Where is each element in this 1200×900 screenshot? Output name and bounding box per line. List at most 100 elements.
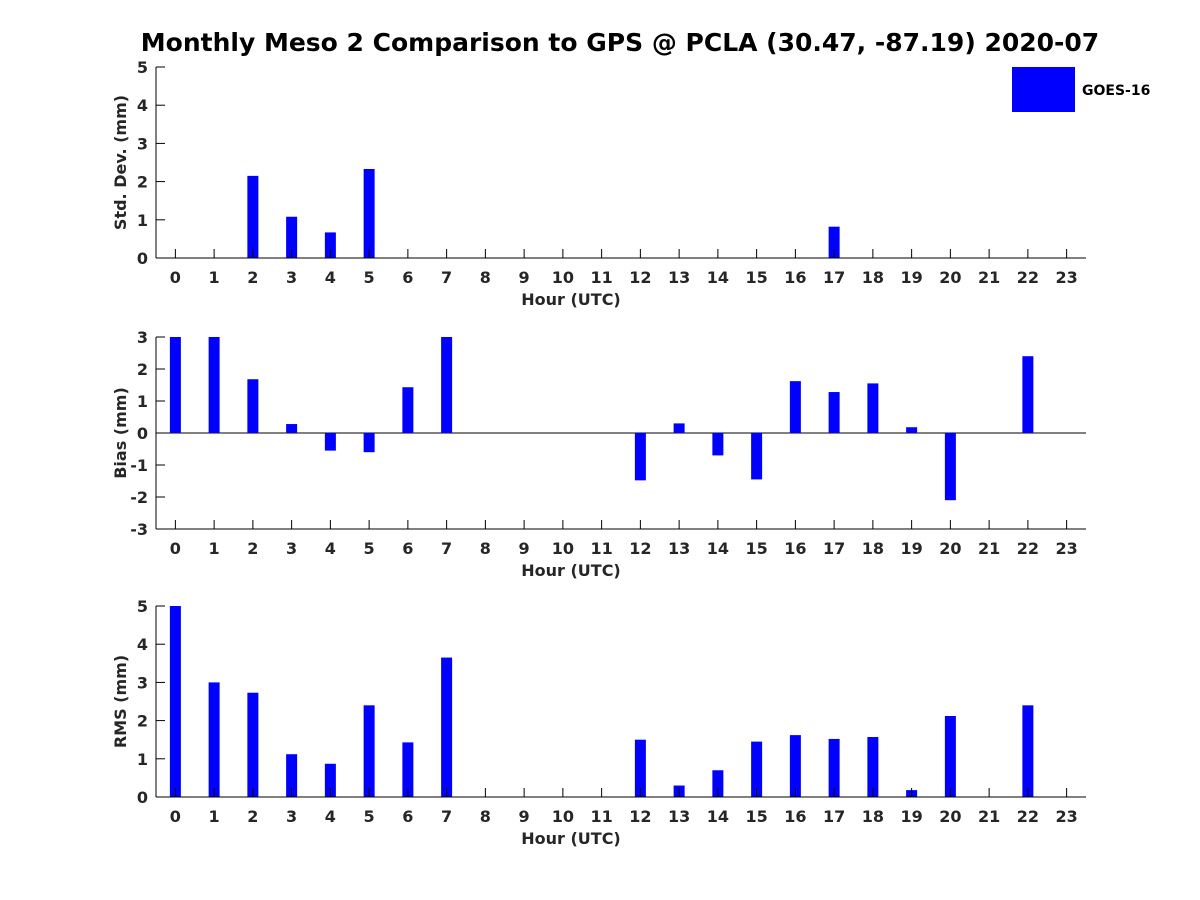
x-tick-label: 10 (552, 539, 574, 558)
x-tick-label: 20 (939, 268, 961, 287)
y-tick-label: -3 (130, 520, 148, 539)
x-tick-label: 6 (402, 268, 413, 287)
x-tick-label: 5 (364, 268, 375, 287)
x-tick-label: 19 (900, 539, 922, 558)
x-tick-label: 23 (1055, 807, 1077, 826)
bar-bias-hour-5 (363, 433, 375, 453)
x-tick-label: 22 (1017, 539, 1039, 558)
x-tick-label: 7 (441, 268, 452, 287)
x-tick-label: 5 (364, 539, 375, 558)
bar-std-dev-hour-5 (363, 168, 375, 258)
bar-rms-hour-22 (1022, 705, 1034, 797)
x-tick-label: 9 (519, 807, 530, 826)
y-tick-label: 3 (137, 134, 148, 153)
bar-rms-hour-12 (634, 739, 646, 797)
bar-rms-hour-0 (169, 606, 181, 797)
x-tick-label: 1 (209, 807, 220, 826)
x-tick-label: 19 (900, 807, 922, 826)
y-tick-label: 0 (137, 788, 148, 807)
x-tick-label: 4 (325, 807, 336, 826)
x-tick-label: 12 (629, 268, 651, 287)
y-axis-label: Bias (mm) (111, 387, 130, 479)
bar-bias-hour-20 (944, 433, 956, 501)
bar-bias-hour-22 (1022, 356, 1034, 433)
bar-bias-hour-17 (828, 392, 840, 433)
bar-std-dev-hour-2 (247, 175, 259, 258)
x-tick-label: 14 (707, 268, 729, 287)
x-tick-label: 15 (745, 539, 767, 558)
x-tick-label: 11 (590, 807, 612, 826)
bar-bias-hour-4 (324, 433, 336, 451)
bar-std-dev-hour-3 (286, 216, 298, 258)
y-tick-label: 0 (137, 249, 148, 268)
x-tick-label: 11 (590, 268, 612, 287)
x-tick-label: 5 (364, 807, 375, 826)
x-tick-label: 21 (978, 539, 1000, 558)
bar-rms-hour-16 (789, 735, 801, 797)
x-tick-label: 22 (1017, 268, 1039, 287)
y-tick-label: 1 (137, 750, 148, 769)
x-tick-label: 13 (668, 539, 690, 558)
y-tick-label: 2 (137, 712, 148, 731)
x-axis-label: Hour (UTC) (521, 561, 621, 580)
y-axis-label: Std. Dev. (mm) (111, 95, 130, 230)
x-tick-label: 23 (1055, 268, 1077, 287)
x-tick-label: 18 (862, 539, 884, 558)
x-tick-label: 6 (402, 807, 413, 826)
x-tick-label: 3 (286, 539, 297, 558)
x-tick-label: 9 (519, 268, 530, 287)
y-tick-label: 2 (137, 360, 148, 379)
x-tick-label: 10 (552, 807, 574, 826)
x-tick-label: 8 (480, 268, 491, 287)
bar-bias-hour-12 (634, 433, 646, 481)
y-tick-label: 0 (137, 424, 148, 443)
y-axis-label: RMS (mm) (111, 655, 130, 748)
bar-bias-hour-15 (751, 433, 763, 480)
x-tick-label: 17 (823, 807, 845, 826)
figure-title: Monthly Meso 2 Comparison to GPS @ PCLA … (140, 28, 1100, 57)
x-tick-label: 3 (286, 807, 297, 826)
bar-bias-hour-2 (247, 379, 259, 433)
x-tick-label: 12 (629, 539, 651, 558)
bar-rms-hour-15 (751, 741, 763, 797)
x-tick-label: 0 (170, 807, 181, 826)
y-tick-label: 3 (137, 328, 148, 347)
x-axis-label: Hour (UTC) (521, 290, 621, 309)
x-tick-label: 20 (939, 807, 961, 826)
bar-bias-hour-16 (789, 381, 801, 433)
bar-rms-hour-3 (286, 754, 298, 797)
x-tick-label: 21 (978, 807, 1000, 826)
x-tick-label: 14 (707, 539, 729, 558)
bar-std-dev-hour-17 (828, 226, 840, 258)
bar-rms-hour-4 (324, 763, 336, 797)
x-tick-label: 8 (480, 539, 491, 558)
legend: GOES-16 (1012, 67, 1150, 112)
y-tick-label: 2 (137, 173, 148, 192)
bar-bias-hour-6 (402, 387, 414, 433)
bar-bias-hour-0 (169, 337, 181, 433)
x-tick-label: 11 (590, 539, 612, 558)
x-tick-label: 21 (978, 268, 1000, 287)
x-tick-label: 15 (745, 807, 767, 826)
bar-bias-hour-3 (286, 424, 298, 433)
x-tick-label: 1 (209, 539, 220, 558)
x-tick-label: 2 (247, 539, 258, 558)
x-tick-label: 4 (325, 268, 336, 287)
x-tick-label: 12 (629, 807, 651, 826)
bar-rms-hour-1 (208, 682, 220, 797)
bar-bias-hour-1 (208, 337, 220, 433)
x-tick-label: 13 (668, 268, 690, 287)
x-tick-label: 23 (1055, 539, 1077, 558)
y-tick-label: 1 (137, 211, 148, 230)
x-tick-label: 14 (707, 807, 729, 826)
x-tick-label: 20 (939, 539, 961, 558)
bar-rms-hour-18 (867, 737, 879, 797)
bar-rms-hour-17 (828, 738, 840, 797)
bar-bias-hour-14 (712, 433, 724, 456)
x-tick-label: 22 (1017, 807, 1039, 826)
x-tick-label: 18 (862, 807, 884, 826)
y-tick-label: 5 (137, 58, 148, 77)
